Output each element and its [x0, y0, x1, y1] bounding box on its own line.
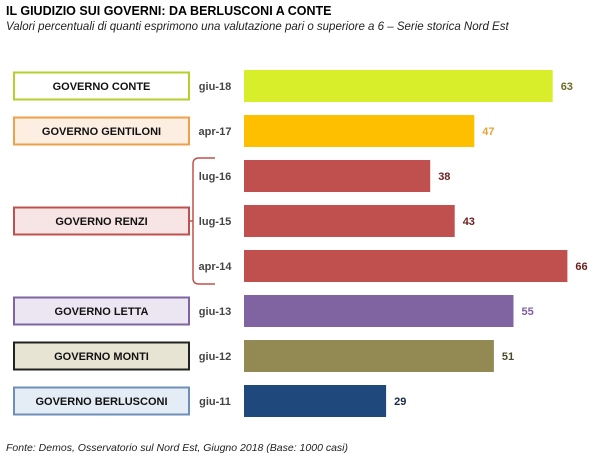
- bar-giu-13: [244, 295, 514, 327]
- governo-conte-label: GOVERNO CONTE: [53, 81, 151, 93]
- governo-renzi-bracket: [189, 157, 215, 285]
- governo-renzi-box: [13, 206, 190, 236]
- date-label-giu-11: giu-11: [199, 396, 231, 408]
- chart-subtitle: Valori percentuali di quanti esprimono u…: [6, 21, 509, 33]
- value-label-lug-15: 43: [463, 216, 475, 228]
- source-note: Fonte: Demos, Osservatorio sul Nord Est,…: [6, 442, 348, 454]
- date-label-giu-12: giu-12: [199, 351, 231, 363]
- governo-letta-box: [13, 296, 190, 326]
- value-label-giu-13: 55: [522, 306, 534, 318]
- value-label-apr-14: 66: [575, 261, 587, 273]
- bar-chart: 63 giu-18 47 apr-17 38 lug-16 43 lug-15 66 apr-14…: [13, 70, 588, 417]
- bar-giu-11: [244, 385, 387, 417]
- value-label-giu-12: 51: [502, 351, 514, 363]
- bar-lug-15: [244, 205, 455, 237]
- date-label-giu-18: giu-18: [199, 81, 231, 93]
- governo-monti-box: [13, 341, 190, 371]
- governo-gentiloni-box: [13, 116, 190, 146]
- governo-renzi-label: GOVERNO RENZI: [55, 216, 147, 228]
- governo-letta-label: GOVERNO LETTA: [55, 306, 149, 318]
- bar-giu-18: [244, 70, 553, 102]
- governo-berlusconi-box: [13, 386, 190, 416]
- value-label-lug-16: 38: [438, 171, 450, 183]
- chart-title: IL GIUDIZIO SUI GOVERNI: DA BERLUSCONI A…: [6, 4, 332, 18]
- value-label-apr-17: 47: [482, 126, 494, 138]
- governo-gentiloni-label: GOVERNO GENTILONI: [42, 126, 161, 138]
- bar-apr-14: [244, 250, 568, 282]
- governo-conte-box: [13, 71, 190, 101]
- governo-berlusconi-label: GOVERNO BERLUSCONI: [35, 396, 167, 408]
- date-label-giu-13: giu-13: [199, 306, 231, 318]
- governo-monti-label: GOVERNO MONTI: [54, 351, 149, 363]
- bar-lug-16: [244, 160, 431, 192]
- date-label-lug-16: lug-16: [199, 171, 231, 183]
- bar-giu-12: [244, 340, 494, 372]
- value-label-giu-18: 63: [561, 81, 573, 93]
- date-label-apr-14: apr-14: [198, 261, 232, 273]
- bar-apr-17: [244, 115, 475, 147]
- date-label-apr-17: apr-17: [198, 126, 231, 138]
- date-label-lug-15: lug-15: [199, 216, 231, 228]
- value-label-giu-11: 29: [394, 396, 406, 408]
